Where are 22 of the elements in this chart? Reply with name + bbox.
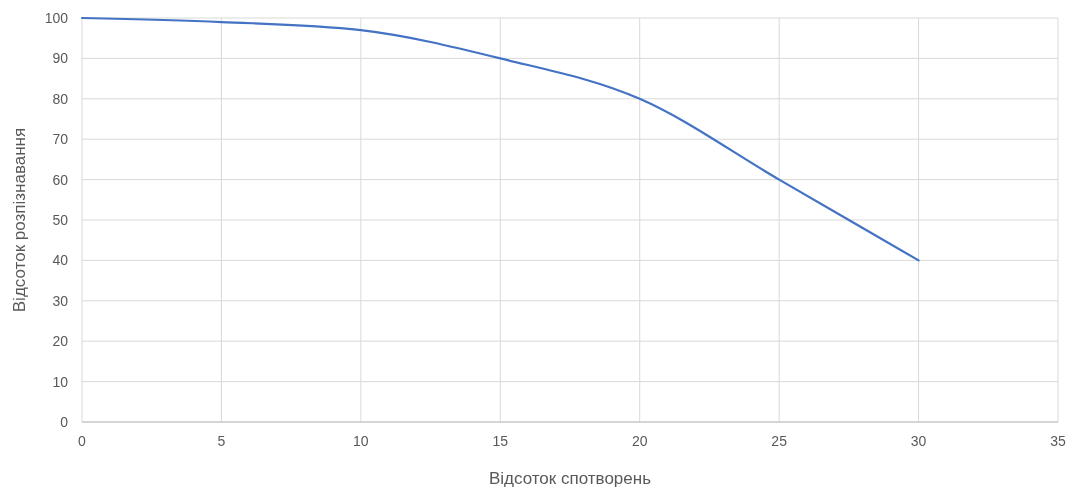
x-tick-label: 35: [1050, 433, 1066, 449]
y-tick-label: 100: [44, 9, 69, 26]
x-tick-label: 30: [910, 433, 927, 449]
y-tick-label: 40: [52, 252, 69, 269]
y-axis-title: Відсоток розпізнавання: [10, 127, 29, 313]
y-tick-label: 20: [52, 333, 69, 350]
y-tick-label: 0: [60, 413, 69, 430]
x-tick-label: 10: [353, 433, 369, 449]
y-tick-label: 60: [52, 171, 69, 188]
y-tick-label: 10: [52, 373, 69, 390]
x-tick-label: 0: [78, 433, 87, 449]
x-axis-title: Відсоток спотворень: [488, 469, 652, 488]
x-tick-label: 15: [492, 433, 509, 449]
x-tick-label: 20: [631, 433, 648, 449]
y-tick-label: 70: [52, 131, 69, 148]
x-tick-label: 5: [217, 433, 226, 449]
x-tick-label: 25: [771, 433, 788, 449]
y-tick-label: 50: [52, 211, 69, 228]
y-tick-label: 30: [52, 292, 69, 309]
y-tick-label: 80: [52, 90, 69, 107]
line-series: [80, 16, 920, 262]
y-tick-label: 90: [52, 50, 69, 67]
